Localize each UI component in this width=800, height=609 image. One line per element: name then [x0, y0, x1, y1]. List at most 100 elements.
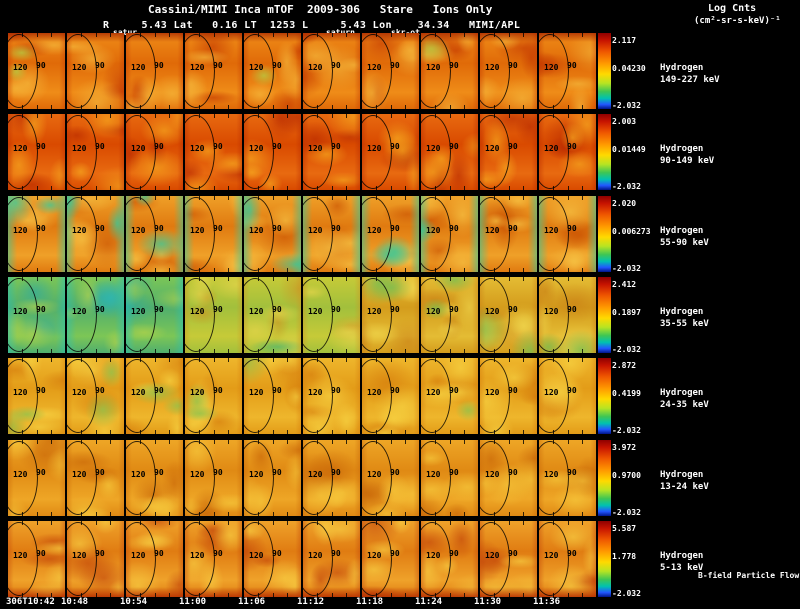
tick-mark: [22, 430, 23, 434]
scale-max-label: 2.872: [612, 361, 637, 370]
tick-mark: [553, 512, 554, 516]
tick-mark: [568, 196, 569, 200]
ion-image-panel: 120 90: [362, 440, 419, 516]
tick-mark: [317, 186, 318, 190]
tick-mark: [332, 521, 333, 525]
tick-mark: [582, 593, 583, 597]
angle-label-120: 120: [367, 307, 382, 316]
tick-mark: [346, 114, 347, 118]
angle-label-120: 120: [485, 470, 500, 479]
tick-mark: [22, 358, 23, 362]
tick-mark: [51, 512, 52, 516]
tick-mark: [199, 268, 200, 272]
tick-mark: [317, 440, 318, 444]
angle-label-90: 90: [95, 224, 105, 233]
tick-mark: [464, 358, 465, 362]
tick-mark: [37, 105, 38, 109]
tick-mark: [273, 186, 274, 190]
angle-label-120: 120: [485, 144, 500, 153]
tick-mark: [494, 430, 495, 434]
tick-mark: [110, 593, 111, 597]
tick-mark: [568, 358, 569, 362]
tick-mark: [523, 277, 524, 281]
tick-mark: [199, 512, 200, 516]
tick-mark: [494, 440, 495, 444]
tick-mark: [228, 349, 229, 353]
tick-mark: [376, 186, 377, 190]
tick-mark: [140, 196, 141, 200]
tick-mark: [582, 349, 583, 353]
tick-mark: [199, 196, 200, 200]
tick-mark: [22, 196, 23, 200]
scale-min-label: -2.032: [612, 426, 641, 435]
angle-label-120: 120: [131, 307, 146, 316]
tick-mark: [494, 186, 495, 190]
tick-mark: [346, 277, 347, 281]
tick-mark: [37, 358, 38, 362]
ion-image-panel: 120 90: [303, 358, 360, 434]
angle-label-90: 90: [390, 61, 400, 70]
tick-mark: [509, 440, 510, 444]
angle-label-120: 120: [308, 388, 323, 397]
tick-mark: [494, 268, 495, 272]
angle-label-90: 90: [272, 305, 282, 314]
tick-mark: [169, 196, 170, 200]
angle-label-120: 120: [249, 388, 264, 397]
tick-mark: [214, 186, 215, 190]
angle-label-90: 90: [272, 468, 282, 477]
tick-mark: [169, 521, 170, 525]
tick-mark: [199, 358, 200, 362]
angle-label-120: 120: [190, 551, 205, 560]
angle-label-120: 120: [367, 551, 382, 560]
event-marker-satur: satur: [113, 28, 137, 37]
tick-mark: [494, 512, 495, 516]
tick-mark: [553, 349, 554, 353]
angle-label-90: 90: [331, 549, 341, 558]
angle-label-90: 90: [95, 386, 105, 395]
tick-mark: [214, 114, 215, 118]
tick-mark: [81, 593, 82, 597]
tick-mark: [81, 430, 82, 434]
tick-mark: [81, 521, 82, 525]
tick-mark: [523, 358, 524, 362]
tick-mark: [155, 186, 156, 190]
tick-mark: [435, 521, 436, 525]
tick-mark: [509, 268, 510, 272]
angle-label-120: 120: [485, 63, 500, 72]
tick-mark: [509, 358, 510, 362]
tick-mark: [346, 33, 347, 37]
tick-mark: [494, 33, 495, 37]
angle-label-90: 90: [449, 305, 459, 314]
angle-label-90: 90: [449, 386, 459, 395]
tick-mark: [22, 277, 23, 281]
ion-image-panel: 120 90: [303, 277, 360, 353]
tick-mark: [214, 440, 215, 444]
colorbar: [598, 196, 611, 272]
angle-label-120: 120: [249, 63, 264, 72]
colorbar: [598, 440, 611, 516]
angle-label-90: 90: [567, 305, 577, 314]
tick-mark: [273, 196, 274, 200]
tick-mark: [214, 349, 215, 353]
tick-mark: [376, 430, 377, 434]
tick-mark: [199, 277, 200, 281]
tick-mark: [51, 186, 52, 190]
tick-mark: [51, 114, 52, 118]
tick-mark: [273, 105, 274, 109]
tick-mark: [464, 512, 465, 516]
tick-mark: [96, 186, 97, 190]
tick-mark: [332, 33, 333, 37]
tick-mark: [317, 33, 318, 37]
tick-mark: [273, 349, 274, 353]
tick-mark: [376, 268, 377, 272]
tick-mark: [155, 593, 156, 597]
tick-mark: [346, 512, 347, 516]
scale-mid-label: 0.4199: [612, 389, 641, 398]
tick-mark: [96, 105, 97, 109]
tick-mark: [509, 521, 510, 525]
colorbar: [598, 114, 611, 190]
angle-label-90: 90: [95, 305, 105, 314]
angle-label-90: 90: [331, 224, 341, 233]
ion-image-panel: 120 90: [362, 33, 419, 109]
tick-mark: [287, 268, 288, 272]
